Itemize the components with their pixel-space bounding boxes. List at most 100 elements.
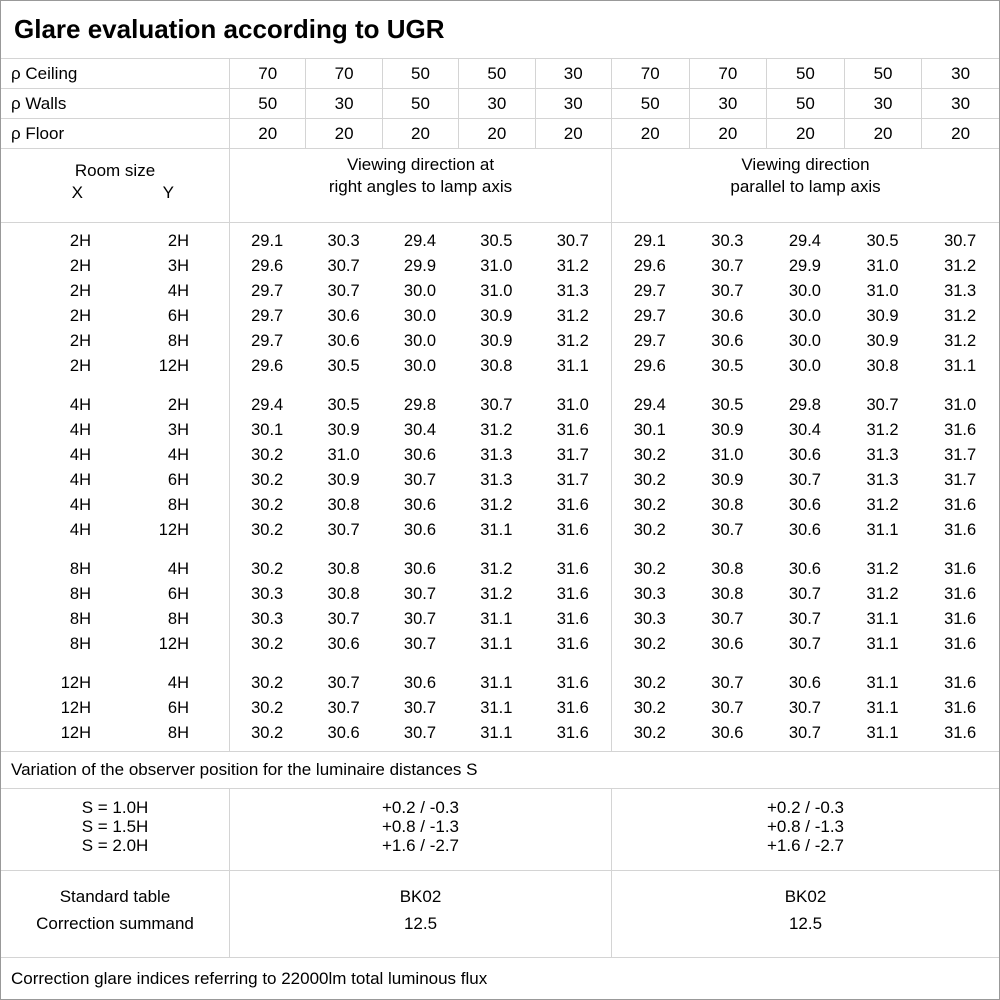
ugr-value: 30.6	[711, 332, 744, 350]
ugr-value: 31.3	[480, 471, 513, 489]
ugr-value: 31.2	[556, 332, 589, 350]
ugr-value: 31.6	[556, 674, 589, 692]
ugr-value: 30.6	[403, 521, 437, 539]
ugr-value: 29.4	[633, 396, 666, 414]
ugr-value: 29.4	[251, 396, 284, 414]
s-correction-value: +0.2 / -0.3	[766, 798, 845, 817]
ugr-value: 31.1	[866, 521, 899, 539]
ugr-value: 30.7	[866, 396, 899, 414]
ugr-value: 31.6	[944, 610, 977, 628]
ugr-value: 30.2	[633, 496, 666, 514]
ugr-value: 30.7	[403, 610, 437, 628]
ugr-table-row: 4H 3H 30.1 30.9 30.4 31.2 31.6 30.1 30.9 30.4 31.2…	[1, 418, 999, 443]
room-size-x: 12H	[60, 724, 91, 742]
group-1-title-line-2: right angles to lamp axis	[328, 177, 513, 196]
room-size-header: Room size X Y	[1, 149, 229, 222]
ugr-value: 31.0	[866, 257, 899, 275]
room-size-y: 8H	[167, 496, 189, 514]
ugr-value: 29.7	[633, 307, 666, 325]
room-size-y: 4H	[167, 674, 189, 692]
reflectance-value: 50	[381, 59, 458, 88]
ugr-value: 30.7	[403, 471, 437, 489]
ugr-value: 31.1	[480, 699, 513, 717]
ugr-value: 29.7	[251, 307, 284, 325]
table-header-row: Room size X Y Viewing direction at right…	[1, 149, 999, 223]
ugr-value: 30.7	[711, 699, 744, 717]
ugr-value: 29.7	[633, 282, 666, 300]
ugr-table-row: 4H 8H 30.2 30.8 30.6 31.2 31.6 30.2 30.8 30.6 31.2…	[1, 493, 999, 518]
ugr-value: 30.1	[633, 421, 666, 439]
reflectance-value: 20	[458, 119, 534, 148]
ugr-value: 30.5	[327, 357, 360, 375]
ugr-value: 30.2	[251, 674, 284, 692]
ugr-value: 31.7	[944, 471, 977, 489]
ugr-value: 30.5	[480, 232, 513, 250]
ugr-value: 30.9	[711, 421, 744, 439]
room-size-x: 12H	[60, 699, 91, 717]
ugr-value: 30.8	[866, 357, 899, 375]
ugr-value: 31.1	[480, 635, 513, 653]
ugr-value: 30.3	[251, 610, 284, 628]
ugr-row-block: 8H 4H 30.2 30.8 30.6 31.2 31.6 30.2 30.8 30.6 31.2…	[1, 557, 999, 657]
room-size-x: 4H	[69, 521, 91, 539]
ugr-value: 31.3	[866, 446, 899, 464]
ugr-value: 30.2	[251, 521, 284, 539]
ugr-value: 31.2	[480, 585, 513, 603]
ugr-value: 31.3	[866, 471, 899, 489]
standard-values-group-1: BK02 12.5	[229, 871, 611, 957]
reflectance-row: ρ Ceiling 70 70 50 50 30 70 70 50 50 30	[1, 59, 999, 89]
ugr-value: 31.1	[556, 357, 589, 375]
reflectance-value: 20	[843, 119, 922, 148]
s-correction-value: +0.8 / -1.3	[766, 817, 845, 836]
room-size-y: 8H	[167, 332, 189, 350]
ugr-value: 30.7	[788, 724, 821, 742]
ugr-value: 30.7	[711, 257, 744, 275]
s-corrections-group-1: +0.2 / -0.3 +0.8 / -1.3 +1.6 / -2.7	[229, 789, 611, 870]
ugr-value: 31.0	[480, 257, 513, 275]
ugr-value: 30.5	[866, 232, 899, 250]
ugr-value: 30.6	[788, 674, 821, 692]
ugr-value: 30.6	[403, 446, 437, 464]
ugr-value: 31.6	[944, 724, 977, 742]
ugr-value: 31.6	[944, 585, 977, 603]
ugr-value: 31.7	[556, 471, 589, 489]
ugr-value: 30.2	[633, 446, 666, 464]
ugr-value: 30.7	[403, 585, 437, 603]
room-size-y: 12H	[158, 635, 189, 653]
room-size-x: 2H	[69, 257, 91, 275]
ugr-value: 31.6	[556, 585, 589, 603]
room-size-label: Room size	[74, 161, 156, 180]
ugr-value: 31.6	[944, 560, 977, 578]
xy-header: X Y	[1, 182, 229, 204]
room-size-y: 6H	[167, 307, 189, 325]
ugr-value: 30.2	[251, 446, 284, 464]
standard-table-value: BK02	[784, 887, 827, 906]
reflectance-value: 50	[229, 89, 305, 118]
viewing-group-1-header: Viewing direction at right angles to lam…	[229, 149, 611, 222]
room-size-x: 8H	[69, 560, 91, 578]
reflectance-label: ρ Floor	[11, 123, 65, 143]
room-size-y: 3H	[167, 421, 189, 439]
ugr-value: 30.2	[251, 560, 284, 578]
ugr-values-area: 2H 2H 29.1 30.3 29.4 30.5 30.7 29.1 30.3 29.4 30.5…	[1, 223, 999, 752]
ugr-row-block: 12H 4H 30.2 30.7 30.6 31.1 31.6 30.2 30.7 30.6 31.…	[1, 671, 999, 746]
ugr-table-row: 2H 4H 29.7 30.7 30.0 31.0 31.3 29.7 30.7 30.0 31.0…	[1, 279, 999, 304]
room-size-x: 4H	[69, 396, 91, 414]
luminous-flux-note: Correction glare indices referring to 22…	[11, 968, 488, 988]
reflectance-value: 50	[610, 89, 689, 118]
ugr-value: 31.1	[480, 521, 513, 539]
ugr-value: 30.2	[633, 521, 666, 539]
room-size-y: 2H	[167, 232, 189, 250]
ugr-value: 31.3	[944, 282, 977, 300]
ugr-table-row: 12H 8H 30.2 30.6 30.7 31.1 31.6 30.2 30.6 30.7 31.…	[1, 721, 999, 746]
ugr-value: 30.5	[711, 396, 744, 414]
ugr-value: 31.1	[480, 610, 513, 628]
ugr-value: 30.7	[711, 674, 744, 692]
ugr-value: 30.7	[788, 471, 821, 489]
ugr-value: 29.9	[788, 257, 821, 275]
ugr-value: 30.2	[251, 635, 284, 653]
reflectance-rows: ρ Ceiling 70 70 50 50 30 70 70 50 50 30 ρ Walls 50 30…	[1, 59, 999, 149]
ugr-value: 31.2	[866, 496, 899, 514]
ugr-table-row: 8H 4H 30.2 30.8 30.6 31.2 31.6 30.2 30.8 30.6 31.2…	[1, 557, 999, 582]
ugr-row-block: 4H 2H 29.4 30.5 29.8 30.7 31.0 29.4 30.5 29.8 30.7…	[1, 393, 999, 543]
